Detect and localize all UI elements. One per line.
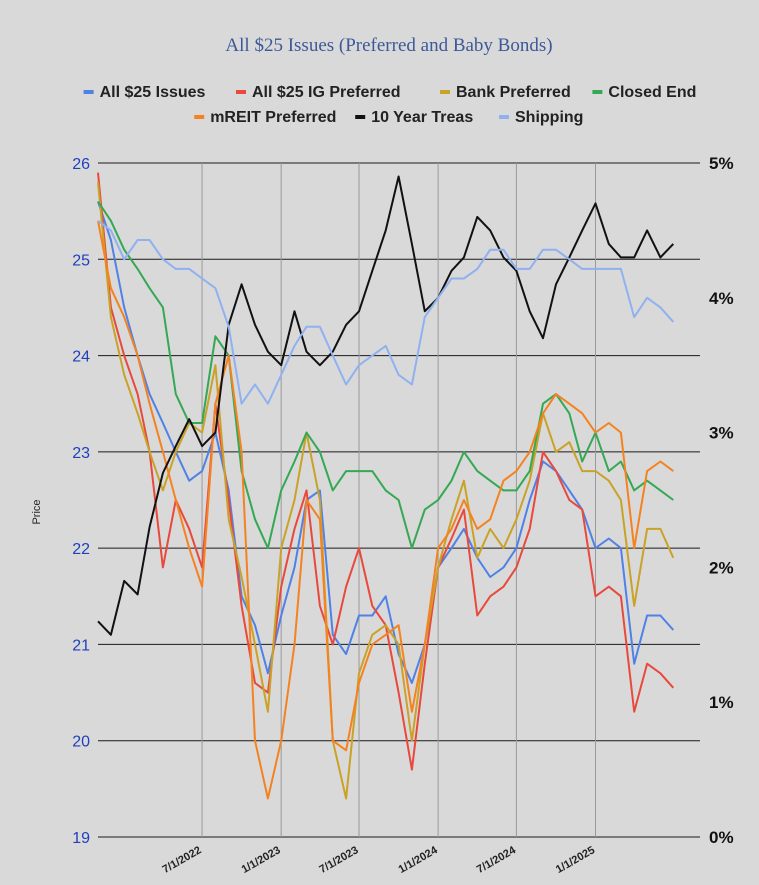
- y-left-tick-label: 23: [72, 445, 90, 462]
- y-axis-label: Price: [31, 499, 43, 524]
- y-right-tick-label: 3%: [709, 424, 734, 443]
- series-line-0: [97, 201, 675, 684]
- y-right-tick-label: 1%: [709, 693, 734, 712]
- x-tick-label: 7/1/2023: [317, 844, 360, 876]
- legend-label: Shipping: [515, 109, 583, 126]
- legend-label: 10 Year Treas: [371, 109, 473, 126]
- series-lines: [97, 172, 675, 800]
- legend: All $25 Issues All $25 IG Preferred Bank P…: [83, 84, 696, 126]
- y-left-tick-label: 25: [72, 252, 90, 269]
- y-right-tick-label: 0%: [709, 828, 734, 847]
- legend-swatch: [440, 90, 450, 94]
- y-right-tick-label: 5%: [709, 154, 734, 173]
- legend-label: All $25 IG Preferred: [252, 84, 401, 101]
- y-left-tick-label: 20: [72, 734, 90, 751]
- y-left-tick-label: 21: [72, 637, 90, 654]
- y-right-tick-label: 2%: [709, 558, 734, 577]
- series-line-6: [97, 219, 675, 405]
- grid: [98, 162, 700, 838]
- y-left-tick-label: 19: [72, 830, 90, 847]
- series-line-3: [97, 200, 674, 550]
- x-tick-label: 1/1/2025: [554, 844, 597, 876]
- series-line-4: [97, 220, 674, 800]
- legend-swatch: [194, 115, 205, 119]
- legend-swatch: [592, 90, 603, 94]
- legend-swatch: [236, 90, 246, 94]
- x-tick-label: 1/1/2023: [240, 844, 283, 876]
- legend-swatch: [83, 90, 94, 94]
- y-left-tick-label: 22: [72, 541, 90, 558]
- legend-label: All $25 Issues: [100, 84, 206, 101]
- legend-label: mREIT Preferred: [210, 109, 336, 126]
- x-tick-label: 7/1/2022: [160, 844, 203, 876]
- x-tick-label: 7/1/2024: [475, 844, 519, 876]
- y-right-tick-label: 4%: [709, 289, 734, 308]
- chart-title: All $25 Issues (Preferred and Baby Bonds…: [225, 35, 552, 56]
- legend-label: Closed End: [608, 84, 696, 101]
- legend-swatch: [355, 115, 366, 119]
- y-left-tick-label: 24: [72, 349, 90, 366]
- legend-label: Bank Preferred: [456, 84, 571, 101]
- y-left-tick-label: 26: [72, 156, 90, 173]
- legend-swatch: [499, 115, 509, 119]
- series-line-5: [97, 175, 675, 636]
- x-tick-label: 1/1/2024: [397, 844, 441, 876]
